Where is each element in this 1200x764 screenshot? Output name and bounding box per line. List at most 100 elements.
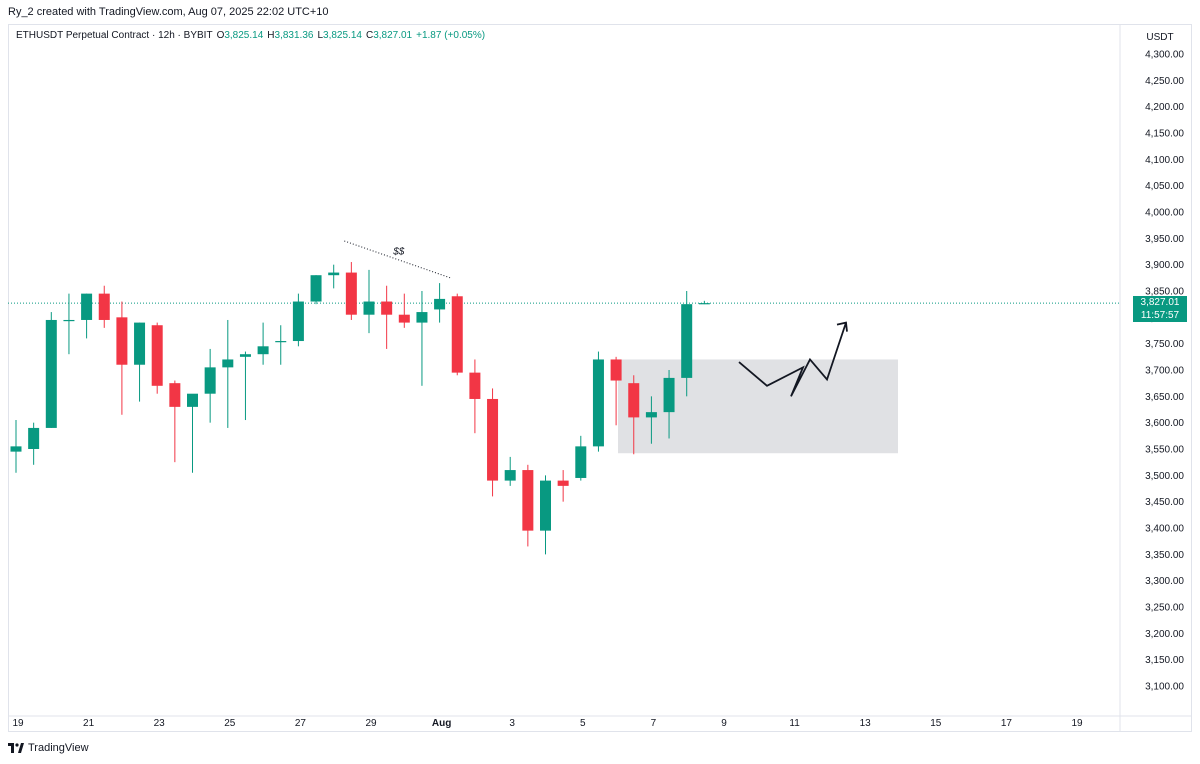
y-tick-label: 4,300.00 — [1145, 50, 1184, 61]
y-tick-label: 4,150.00 — [1145, 129, 1184, 140]
candle-body[interactable] — [45, 319, 57, 428]
y-tick-label: 3,350.00 — [1145, 550, 1184, 561]
y-tick-label: 3,550.00 — [1145, 445, 1184, 456]
y-tick-label: 3,450.00 — [1145, 497, 1184, 508]
y-tick-label: 3,200.00 — [1145, 629, 1184, 640]
candle-body[interactable] — [398, 314, 410, 323]
candle-body[interactable] — [698, 303, 710, 305]
x-tick-label: 29 — [365, 718, 377, 729]
candle-body[interactable] — [239, 354, 251, 357]
candle-body[interactable] — [204, 367, 216, 394]
candle-body[interactable] — [363, 301, 375, 315]
symbol-legend: ETHUSDT Perpetual Contract · 12h · BYBIT… — [16, 30, 485, 41]
legend-symbol[interactable]: ETHUSDT Perpetual Contract · 12h · BYBIT — [16, 30, 213, 41]
x-tick-label: 17 — [1001, 718, 1013, 729]
candle-body[interactable] — [663, 377, 675, 413]
candle-body[interactable] — [575, 446, 587, 478]
candle-body[interactable] — [169, 383, 181, 407]
candle-body[interactable] — [557, 480, 569, 486]
candle-body[interactable] — [275, 341, 287, 343]
y-tick-label: 3,250.00 — [1145, 603, 1184, 614]
candle-body[interactable] — [10, 446, 22, 452]
candle-body[interactable] — [134, 322, 146, 365]
y-tick-label: 4,050.00 — [1145, 181, 1184, 192]
candle-body[interactable] — [257, 346, 269, 355]
candle-body[interactable] — [487, 398, 499, 481]
x-tick-label: 15 — [930, 718, 942, 729]
liquidity-annotation-label: $$ — [392, 246, 405, 257]
footer-brand-text: TradingView — [28, 742, 89, 754]
current-price-label: 3,827.01 — [1133, 296, 1187, 310]
x-tick-label: 13 — [860, 718, 872, 729]
y-tick-label: 3,100.00 — [1145, 682, 1184, 693]
x-tick-label: 11 — [789, 718, 800, 729]
footer-brand: TradingView — [8, 742, 89, 754]
x-tick-label: 21 — [83, 718, 95, 729]
legend-high-value: 3,831.36 — [274, 30, 314, 41]
candle-body[interactable] — [222, 359, 234, 368]
candle-body[interactable] — [416, 312, 428, 323]
consolidation-zone[interactable] — [618, 359, 898, 454]
y-tick-label: 4,100.00 — [1145, 155, 1184, 166]
x-tick-label: 19 — [1071, 718, 1083, 729]
y-tick-label: 3,600.00 — [1145, 418, 1184, 429]
candle-body[interactable] — [187, 393, 198, 407]
tradingview-logo-icon — [8, 743, 24, 753]
chart-frame — [8, 24, 1192, 732]
currency-selector[interactable]: USDT — [1146, 32, 1174, 43]
candle-body[interactable] — [81, 293, 93, 320]
candle-body[interactable] — [28, 427, 40, 449]
y-tick-label: 3,650.00 — [1145, 392, 1184, 403]
y-tick-label: 4,200.00 — [1145, 102, 1184, 113]
candle-body[interactable] — [645, 412, 657, 418]
candle-body[interactable] — [628, 383, 640, 418]
y-tick-label: 4,250.00 — [1145, 76, 1184, 87]
candle-body[interactable] — [434, 298, 446, 310]
candle-body[interactable] — [540, 480, 551, 531]
candle-body[interactable] — [116, 317, 128, 365]
y-tick-label: 3,150.00 — [1145, 655, 1184, 666]
legend-close-label: C — [365, 30, 374, 41]
candle-body[interactable] — [292, 301, 304, 342]
x-tick-label: 25 — [224, 718, 236, 729]
legend-low-value: 3,825.14 — [323, 30, 362, 41]
candle-body[interactable] — [592, 359, 604, 447]
y-tick-label: 3,750.00 — [1145, 339, 1184, 350]
x-tick-label: 3 — [509, 718, 515, 729]
y-tick-label: 4,000.00 — [1145, 208, 1184, 219]
candle-body[interactable] — [310, 275, 322, 302]
candle-body[interactable] — [451, 296, 463, 373]
chart-header: Ry_2 created with TradingView.com, Aug 0… — [8, 6, 329, 18]
legend-low-label: L — [317, 30, 324, 41]
x-tick-label: 9 — [721, 718, 727, 729]
candle-body[interactable] — [328, 272, 340, 276]
y-tick-label: 3,400.00 — [1145, 524, 1184, 535]
candle-body[interactable] — [522, 470, 534, 531]
projection-path[interactable] — [738, 322, 847, 397]
candle-body[interactable] — [504, 470, 516, 481]
x-tick-label: 27 — [295, 718, 307, 729]
candle-body[interactable] — [381, 301, 393, 315]
x-tick-label: 19 — [12, 718, 24, 729]
legend-open-value: 3,825.14 — [224, 30, 264, 41]
candle-body[interactable] — [610, 359, 622, 381]
y-tick-label: 3,700.00 — [1145, 366, 1184, 377]
y-tick-label: 3,500.00 — [1145, 471, 1184, 482]
candle-body[interactable] — [469, 372, 481, 399]
liquidity-dotted-line[interactable] — [344, 240, 451, 279]
candle-body[interactable] — [63, 319, 75, 322]
y-tick-label: 3,300.00 — [1145, 576, 1184, 587]
candle-body[interactable] — [98, 293, 110, 320]
y-tick-label: 3,900.00 — [1145, 260, 1184, 271]
y-tick-label: 3,950.00 — [1145, 234, 1184, 245]
projection-arrowhead — [836, 321, 848, 332]
x-tick-label: 7 — [651, 718, 657, 729]
x-tick-label: Aug — [432, 718, 451, 729]
candle-body[interactable] — [151, 325, 163, 386]
legend-open-label: O — [216, 30, 225, 41]
candle-body[interactable] — [345, 272, 357, 315]
x-tick-label: 23 — [154, 718, 166, 729]
legend-high-label: H — [267, 30, 275, 41]
candle-body[interactable] — [681, 304, 693, 378]
candlestick-chart[interactable]: 3,100.00 3,150.00 3,200.00 3,250.00 3,300.00… — [8, 24, 1192, 732]
